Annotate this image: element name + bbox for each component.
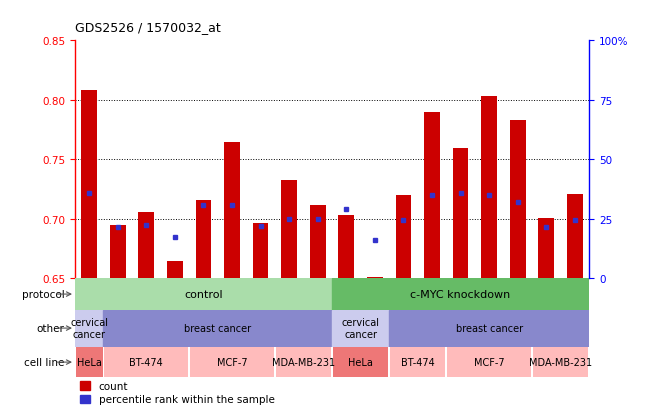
Bar [390, 348, 445, 377]
Text: protocol: protocol [22, 290, 64, 299]
Bar [81, 91, 97, 279]
Text: breast cancer: breast cancer [456, 323, 523, 333]
Bar [533, 348, 589, 377]
Bar [253, 223, 268, 279]
Text: HeLa: HeLa [348, 357, 373, 367]
Bar [167, 261, 183, 279]
Text: MDA-MB-231: MDA-MB-231 [529, 357, 592, 367]
Text: MCF-7: MCF-7 [217, 357, 247, 367]
Text: HeLa: HeLa [77, 357, 102, 367]
Bar [452, 148, 469, 279]
Bar [104, 348, 188, 377]
Bar [104, 310, 332, 347]
Text: breast cancer: breast cancer [184, 323, 251, 333]
Bar [139, 212, 154, 279]
Text: MDA-MB-231: MDA-MB-231 [272, 357, 335, 367]
Text: cervical
cancer: cervical cancer [70, 318, 108, 339]
Text: BT-474: BT-474 [130, 357, 163, 367]
Bar [76, 348, 103, 377]
Text: MCF-7: MCF-7 [474, 357, 505, 367]
Bar [110, 225, 126, 279]
Bar [332, 310, 389, 347]
Text: control: control [184, 290, 223, 299]
Bar [447, 348, 531, 377]
Text: c-MYC knockdown: c-MYC knockdown [411, 290, 510, 299]
Bar [389, 310, 589, 347]
Text: cell line: cell line [24, 357, 64, 367]
Bar [276, 348, 331, 377]
Text: cervical
cancer: cervical cancer [342, 318, 380, 339]
Legend: count, percentile rank within the sample: count, percentile rank within the sample [80, 382, 275, 404]
Bar [332, 279, 589, 310]
Bar [339, 216, 354, 279]
Bar [538, 218, 554, 279]
Bar [567, 195, 583, 279]
Text: BT-474: BT-474 [401, 357, 435, 367]
Bar [224, 142, 240, 279]
Bar [424, 113, 440, 279]
Bar [75, 310, 104, 347]
Bar [333, 348, 388, 377]
Bar [481, 97, 497, 279]
Bar [510, 121, 525, 279]
Text: GDS2526 / 1570032_at: GDS2526 / 1570032_at [75, 21, 221, 34]
Bar [281, 180, 297, 279]
Bar [367, 278, 383, 279]
Bar [396, 196, 411, 279]
Bar [195, 200, 212, 279]
Bar [310, 205, 326, 279]
Bar [75, 279, 332, 310]
Text: other: other [36, 323, 64, 333]
Bar [190, 348, 274, 377]
